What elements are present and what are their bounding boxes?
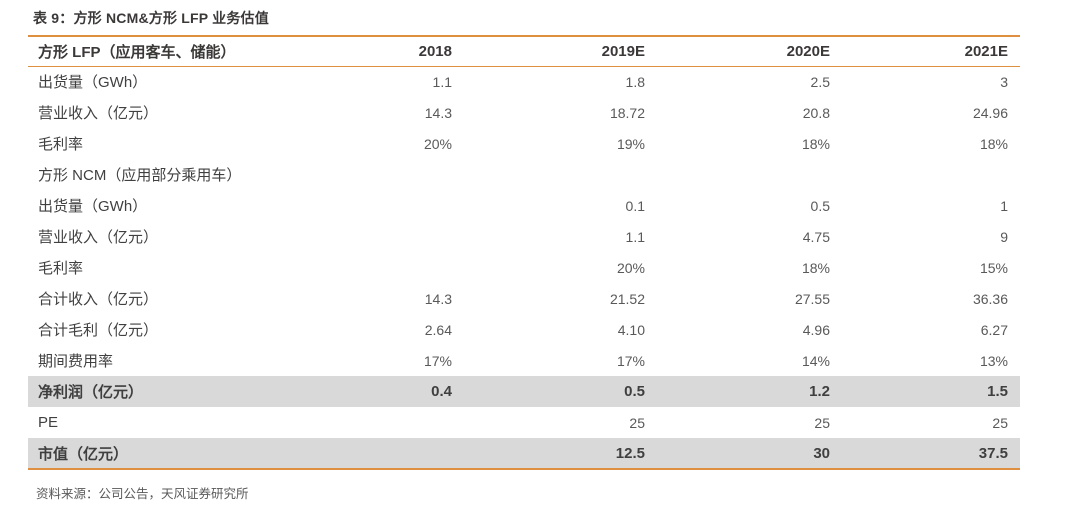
row-label: 市值（亿元） [38,445,129,463]
row-value: 18.72 [609,104,645,121]
column-header-2020e: 2020E [786,42,830,60]
row-value: 0.4 [431,383,452,400]
table-header-row: 方形 LFP（应用客车、储能） 2018 2019E 2020E 2021E [28,36,1020,66]
row-value: 25 [992,414,1008,431]
row-value [645,159,830,190]
table-row: 出货量（GWh） 0.1 0.5 1 [28,190,1020,221]
row-value [268,159,452,190]
row-label: 营业收入（亿元） [38,105,159,122]
row-label: 营业收入（亿元） [38,229,159,246]
row-value: 1.1 [432,73,452,90]
row-label: 出货量（GWh） [38,198,148,215]
row-value: 1.5 [987,383,1008,400]
row-value: 17% [616,352,645,369]
row-value: 14.3 [424,104,452,121]
row-value [452,159,645,190]
table-row: 合计收入（亿元） 14.3 21.52 27.55 36.36 [28,283,1020,314]
row-value: 21.52 [609,290,645,307]
row-value [268,190,452,221]
row-value: 1.8 [625,73,645,90]
column-header-2021e: 2021E [964,42,1008,60]
table-row: 营业收入（亿元） 1.1 4.75 9 [28,221,1020,252]
table-row: 期间费用率 17% 17% 14% 13% [28,345,1020,376]
row-value: 25 [629,414,645,431]
row-value: 4.75 [802,228,830,245]
row-value: 20% [423,135,452,152]
report-page: 表 9：方形 NCM&方形 LFP 业务估值 方形 LFP（应用客车、储能） 2… [28,10,1020,501]
row-value: 4.10 [617,321,645,338]
row-label: 合计毛利（亿元） [38,322,159,339]
row-value: 0.1 [625,197,645,214]
table-header-label: 方形 LFP（应用客车、储能） [38,43,236,61]
row-value: 19% [616,135,645,152]
row-label: 净利润（亿元） [38,384,144,401]
table-row: 合计毛利（亿元） 2.64 4.10 4.96 6.27 [28,314,1020,345]
row-value: 18% [979,135,1008,152]
row-value: 2.64 [424,321,452,338]
table-title: 表 9：方形 NCM&方形 LFP 业务估值 [33,10,269,26]
row-value: 1.2 [809,383,830,400]
row-value: 4.96 [802,321,830,338]
row-value: 0.5 [810,197,830,214]
row-value: 18% [801,259,830,276]
valuation-table: 方形 LFP（应用客车、储能） 2018 2019E 2020E 2021E 出… [28,35,1020,470]
row-value: 2.5 [810,73,830,90]
row-value: 27.55 [794,290,830,307]
row-value [268,221,452,252]
table-row: PE 25 25 25 [28,407,1020,438]
row-label: 毛利率 [38,136,84,153]
row-value: 1.1 [625,228,645,245]
table-row: 毛利率 20% 18% 15% [28,252,1020,283]
row-value: 6.27 [980,321,1008,338]
row-label: 期间费用率 [38,353,114,370]
row-value [268,252,452,283]
row-value: 3 [1000,73,1008,90]
table-row: 营业收入（亿元） 14.3 18.72 20.8 24.96 [28,97,1020,128]
table-row: 毛利率 20% 19% 18% 18% [28,128,1020,159]
table-row-highlight: 净利润（亿元） 0.4 0.5 1.2 1.5 [28,376,1020,407]
row-label: 出货量（GWh） [38,74,148,92]
row-label: 毛利率 [38,260,84,277]
table-row: 出货量（GWh） 1.1 1.8 2.5 3 [28,66,1020,97]
row-value: 14% [801,352,830,369]
row-value: 0.5 [624,383,645,400]
table-row-highlight: 市值（亿元） 12.5 30 37.5 [28,438,1020,469]
row-label: 合计收入（亿元） [38,291,159,308]
row-value: 30 [813,444,830,462]
row-value: 12.5 [615,444,645,462]
row-value: 9 [1000,228,1008,245]
row-value: 36.36 [972,290,1008,307]
row-value [268,438,452,469]
row-value: 17% [423,352,452,369]
row-value: 25 [814,414,830,431]
row-value [830,159,1020,190]
row-value: 14.3 [424,290,452,307]
row-label: 方形 NCM（应用部分乘用车） [38,167,242,184]
row-value: 37.5 [978,444,1008,462]
row-value: 15% [979,259,1008,276]
row-value: 18% [801,135,830,152]
row-value [268,407,452,438]
row-value: 13% [979,352,1008,369]
column-header-2019e: 2019E [601,42,645,60]
row-value: 1 [1000,197,1008,214]
row-value: 24.96 [972,104,1008,121]
row-value: 20% [616,259,645,276]
row-value: 20.8 [802,104,830,121]
source-note: 资料来源：公司公告，天风证券研究所 [36,487,249,501]
table-body: 出货量（GWh） 1.1 1.8 2.5 3 营业收入（亿元） 14.3 18.72 20.8 2… [28,66,1020,469]
column-header-2018: 2018 [418,42,452,60]
row-label: PE [38,414,59,431]
table-section-row: 方形 NCM（应用部分乘用车） [28,159,1020,190]
